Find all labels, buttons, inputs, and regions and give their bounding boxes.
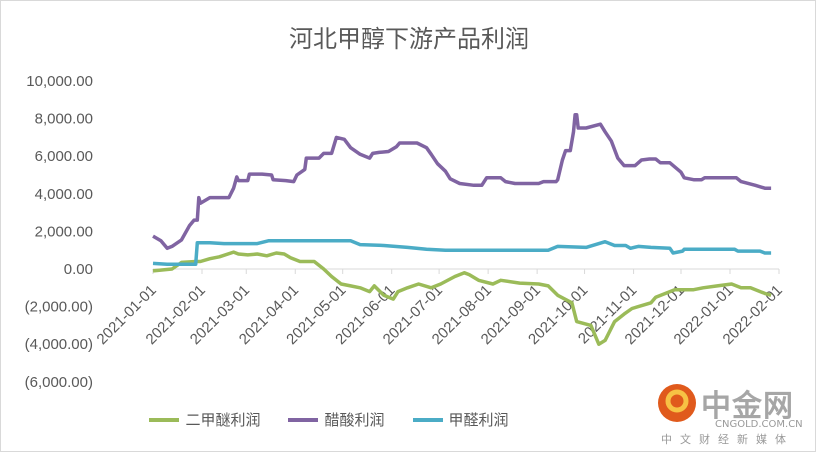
y-tick-label: 10,000.00 [26,73,93,90]
y-tick-label: 6,000.00 [35,148,93,165]
y-tick-label: (2,000.00) [25,299,93,316]
y-tick-label: (4,000.00) [25,336,93,353]
legend-item-acetic-acid: 醋酸利润 [288,409,385,430]
legend-label: 二甲醚利润 [185,411,261,429]
logo-domain: CNGOLD.COM.CN [715,419,803,430]
legend-swatch [149,417,180,422]
y-tick-label: 4,000.00 [35,186,93,203]
y-tick-label: 8,000.00 [35,111,93,128]
logo-tagline: 中文财经新媒体 [661,433,794,446]
legend-item-dme: 二甲醚利润 [149,409,260,430]
y-tick-label: 0.00 [64,261,93,278]
series-line-2 [152,239,772,267]
series-line-1 [152,113,772,251]
chart-title: 河北甲醇下游产品利润 [289,25,529,53]
y-tick-label: 2,000.00 [35,223,93,240]
legend-label: 甲醛利润 [448,411,509,429]
legend: 二甲醚利润 醋酸利润 甲醛利润 [1,409,737,430]
y-tick-label: (6,000.00) [25,374,93,391]
legend-swatch [288,417,319,422]
legend-label: 醋酸利润 [324,411,385,429]
series-line-0 [152,250,772,346]
watermark-logo: 中金网 CNGOLD.COM.CN 中文财经新媒体 [657,381,813,447]
logo-icon [658,384,696,422]
legend-item-formaldehyde: 甲醛利润 [412,409,509,430]
logo-name: 中金网 [701,389,794,424]
legend-swatch [412,417,443,422]
